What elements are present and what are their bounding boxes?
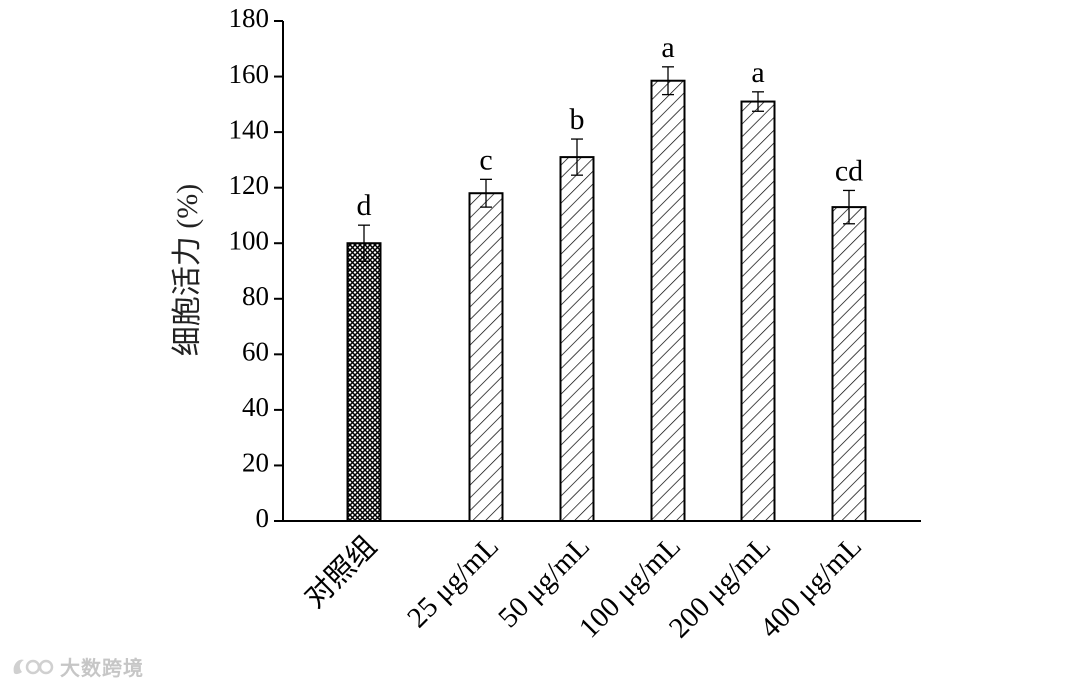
error-bar [480, 178, 492, 208]
y-tick-label: 60 [242, 337, 269, 367]
logo-icon [13, 659, 54, 674]
significance-label: a [751, 56, 764, 89]
error-bar [662, 66, 674, 96]
bar [559, 156, 595, 522]
bars: d c b a a cd [346, 31, 867, 523]
bar [468, 192, 504, 522]
y-tick-label: 100 [229, 225, 270, 255]
significance-label: cd [835, 154, 863, 187]
y-tick-label: 40 [242, 392, 269, 422]
bar [831, 206, 867, 522]
significance-label: d [357, 189, 372, 222]
error-bar [571, 138, 583, 176]
x-tick-label: 25 μg/mL [401, 530, 505, 634]
error-bar [752, 91, 764, 112]
error-bar [358, 224, 370, 262]
y-axis-label: 细胞活力 (%) [171, 184, 204, 356]
y-tick-label: 20 [242, 448, 269, 478]
bar [346, 242, 382, 522]
significance-label: a [661, 31, 674, 64]
y-tick-label: 180 [229, 3, 270, 33]
x-tick-label: 对照组 [298, 530, 383, 615]
y-axis: 0 20 40 60 80 100 120 140 160 180 [229, 3, 284, 533]
significance-label: b [570, 103, 585, 136]
watermark-text: 大数跨境 [60, 656, 144, 680]
y-tick-label: 160 [229, 59, 270, 89]
y-tick-label: 0 [256, 503, 270, 533]
bar [650, 79, 686, 522]
y-tick-label: 120 [229, 170, 270, 200]
y-tick-label: 140 [229, 114, 270, 144]
watermark: 大数跨境 [10, 652, 144, 681]
significance-label: c [479, 143, 492, 176]
bar [740, 100, 776, 523]
y-tick-label: 80 [242, 281, 269, 311]
error-bar [843, 189, 855, 225]
